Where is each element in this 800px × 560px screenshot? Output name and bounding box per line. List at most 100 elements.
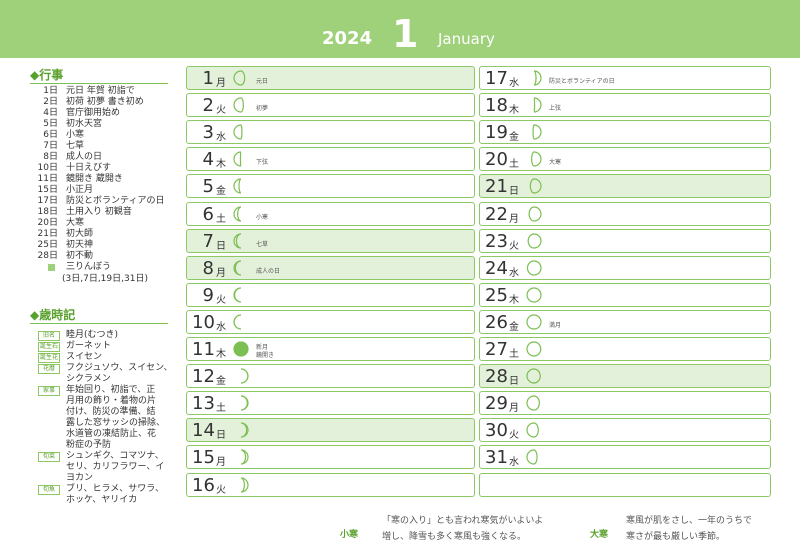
event-text: 防災とボランティアの日 <box>66 196 165 206</box>
moon <box>526 341 542 357</box>
moon-icon <box>233 70 246 86</box>
day-number: 14 <box>192 420 215 442</box>
moon-icon <box>233 178 242 194</box>
event-date: 4日 <box>43 108 58 118</box>
day-row <box>186 472 475 497</box>
day-row <box>186 418 475 443</box>
day-number: 9 <box>202 284 214 306</box>
event-date: 17日 <box>37 196 58 206</box>
empty-row <box>479 472 771 497</box>
event-text: 初荷 初夢 書き初め <box>66 97 144 107</box>
event-text: 土用入り 初観音 <box>66 207 132 217</box>
event-date: 10日 <box>37 163 58 173</box>
almanac-text: 付け、防災の準備、結 <box>66 407 156 417</box>
event-date: 21日 <box>37 229 58 239</box>
day-number: 27 <box>485 339 508 360</box>
weekday: 木 <box>509 294 519 306</box>
event-date: 1日 <box>43 86 58 96</box>
almanac-text: 水道管の凍結防止、花 <box>66 429 157 439</box>
day-row <box>186 282 475 307</box>
day-number: 5 <box>202 176 214 198</box>
day-number: 10 <box>192 311 215 333</box>
day-note: 下弦 <box>256 159 269 167</box>
almanac-label: 花暦 <box>38 364 60 374</box>
event-text: 小正月 <box>66 185 94 195</box>
event-date: 7日 <box>43 141 58 151</box>
weekday: 月 <box>216 457 226 469</box>
day-number: 20 <box>485 149 508 171</box>
day-row <box>186 337 475 361</box>
weekday: 土 <box>509 349 519 360</box>
day-number: 22 <box>485 203 508 225</box>
almanac-text: セリ、カリフラワー、イ <box>66 462 165 472</box>
almanac-text: フクジュソウ、スイセン、 <box>66 363 173 373</box>
day-number: 25 <box>485 284 508 306</box>
moon-icon <box>240 449 249 465</box>
event-date: 5日 <box>43 119 58 129</box>
day-number: 2 <box>202 95 214 117</box>
moon-icon <box>526 260 542 276</box>
weekday: 日 <box>216 430 226 442</box>
moon-icon <box>233 124 243 140</box>
day-note: 新月 <box>256 344 269 351</box>
day-note: 小寒 <box>256 213 269 221</box>
day-row <box>186 147 475 172</box>
weekday: 木 <box>216 159 226 171</box>
day-number: 29 <box>485 393 508 415</box>
weekday: 土 <box>216 403 226 415</box>
day-row <box>186 93 475 118</box>
moon-icon <box>233 314 242 330</box>
day-row <box>186 174 475 199</box>
month-name: January <box>438 30 495 48</box>
weekday: 土 <box>509 159 519 171</box>
footer-text: 寒風が肌をさし、一年のうちで <box>626 516 753 526</box>
weekday: 水 <box>216 321 226 333</box>
moon <box>233 260 242 276</box>
event-text: 十日えびす <box>66 163 112 173</box>
weekday: 水 <box>509 267 519 279</box>
day-number: 1 <box>202 68 214 89</box>
day-row <box>479 147 771 172</box>
weekday: 金 <box>216 376 226 388</box>
day-note: 防災とボランティアの日 <box>549 78 615 85</box>
event-text: 鏡開き 蔵開き <box>66 174 123 184</box>
almanac-text: ヨカン <box>66 473 94 483</box>
day-row <box>479 418 771 443</box>
event-date: 8日 <box>43 152 58 162</box>
day-number: 28 <box>485 366 508 388</box>
moon <box>526 314 542 330</box>
day-number: 24 <box>485 257 508 279</box>
footer-text: 「寒の入り」とも言われ寒気がいよいよ <box>382 516 544 526</box>
moon-icon <box>528 205 542 222</box>
day-number: 26 <box>485 311 508 333</box>
weekday: 木 <box>509 105 519 117</box>
day-note: 上弦 <box>549 105 562 113</box>
weekday: 金 <box>216 186 226 198</box>
day-row <box>186 445 475 470</box>
day-number: 23 <box>485 230 508 252</box>
footer-text: 寒さが最も厳しい季節。 <box>626 532 726 542</box>
almanac-label: 家事 <box>38 386 60 396</box>
day-number: 19 <box>485 122 508 144</box>
almanac-text: スイセン <box>66 352 103 362</box>
almanac-label: 旬魚 <box>38 485 60 495</box>
moon <box>529 178 542 194</box>
day-number: 31 <box>485 447 508 469</box>
day-note: 鏡開き <box>256 352 275 359</box>
day-row <box>479 66 771 90</box>
weekday: 木 <box>216 349 226 360</box>
moon-icon <box>240 368 249 384</box>
day-number: 17 <box>485 68 508 89</box>
day-row <box>479 391 771 416</box>
event-text: 成人の日 <box>66 152 103 162</box>
day-number: 30 <box>485 420 508 442</box>
weekday: 土 <box>216 213 226 225</box>
moon <box>233 205 242 222</box>
weekday: 月 <box>216 267 226 279</box>
day-number: 21 <box>485 176 508 198</box>
event-text: 元日 年賀 初詣で <box>66 86 135 96</box>
weekday: 火 <box>509 240 519 252</box>
moon <box>526 368 541 384</box>
footer-label: 大寒 <box>590 530 609 540</box>
moon-icon <box>532 124 542 140</box>
